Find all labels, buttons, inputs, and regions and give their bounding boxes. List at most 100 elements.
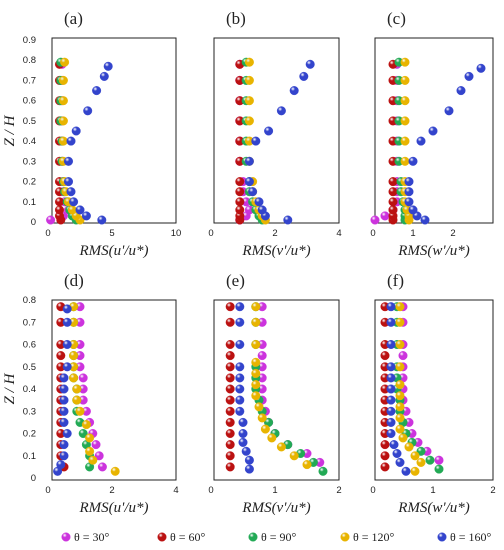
- data-point: [395, 340, 405, 350]
- data-point: [85, 433, 95, 443]
- data-point: [400, 116, 410, 126]
- data-point: [248, 187, 258, 197]
- data-point: [464, 71, 474, 81]
- data-point: [238, 437, 248, 447]
- plot-frame: [374, 37, 494, 224]
- data-point: [244, 57, 254, 67]
- data-point: [46, 215, 56, 225]
- data-point: [386, 362, 396, 372]
- y-tick-label: 0.6: [23, 340, 36, 351]
- data-point: [71, 126, 81, 136]
- data-point: [318, 466, 328, 476]
- series-theta60: [225, 302, 235, 472]
- data-point: [244, 96, 254, 106]
- panel-label: (f): [387, 271, 404, 290]
- series-theta120: [251, 302, 312, 470]
- plot-frame: [213, 37, 340, 224]
- data-point: [75, 406, 85, 416]
- data-point: [388, 197, 398, 207]
- x-axis-label: RMS(v'/u*): [241, 500, 310, 516]
- data-point: [386, 340, 396, 350]
- y-tick-label: 0.5: [23, 362, 36, 373]
- data-point: [62, 340, 72, 350]
- data-point: [225, 451, 235, 461]
- x-tick-label: 4: [336, 228, 341, 239]
- data-point: [225, 440, 235, 450]
- data-point: [62, 362, 72, 372]
- data-point: [395, 402, 405, 412]
- data-point: [388, 177, 398, 187]
- x-tick-label: 0: [370, 228, 375, 239]
- x-tick-label: 2: [490, 485, 495, 496]
- x-tick-label: 5: [109, 228, 114, 239]
- data-point: [103, 61, 113, 71]
- x-tick-label: 1: [410, 228, 415, 239]
- legend-label: θ = 160°: [450, 530, 492, 544]
- data-point: [257, 205, 267, 215]
- data-point: [416, 136, 426, 146]
- data-point: [370, 215, 380, 225]
- data-point: [58, 75, 68, 85]
- data-point: [456, 86, 466, 96]
- data-point: [401, 466, 411, 476]
- y-axis-label: Z / H: [2, 114, 18, 146]
- data-point: [404, 197, 414, 207]
- data-point: [386, 302, 396, 312]
- data-point: [386, 429, 396, 439]
- chart-panel-2: (b) 0 2 4 RMS(v'/u*): [208, 9, 341, 259]
- data-point: [267, 433, 277, 443]
- legend-label: θ = 120°: [353, 530, 395, 544]
- data-point: [62, 304, 72, 314]
- x-tick-label: 0: [370, 485, 375, 496]
- data-point: [257, 413, 267, 423]
- data-point: [289, 451, 299, 461]
- data-point: [55, 205, 65, 215]
- data-point: [404, 177, 414, 187]
- data-point: [388, 187, 398, 197]
- data-point: [110, 466, 120, 476]
- series-theta160: [386, 302, 411, 476]
- data-point: [59, 373, 69, 383]
- y-tick-label: 0.1: [23, 451, 36, 462]
- data-point: [410, 451, 420, 461]
- series-theta160: [235, 302, 254, 474]
- y-tick-label: 0.3: [23, 156, 36, 167]
- x-tick-label: 2: [109, 485, 114, 496]
- data-point: [56, 351, 66, 361]
- legend-label: θ = 60°: [170, 530, 206, 544]
- x-tick-label: 2: [272, 228, 277, 239]
- y-tick-label: 0.2: [23, 429, 36, 440]
- y-tick-label: 0.4: [23, 384, 36, 395]
- plot-frame: [213, 299, 340, 481]
- data-point: [225, 406, 235, 416]
- data-point: [476, 63, 486, 73]
- data-point: [235, 362, 245, 372]
- y-tick-label: 0.7: [23, 75, 36, 86]
- data-point: [235, 177, 245, 187]
- x-tick-label: 2: [450, 228, 455, 239]
- legend-marker: [340, 532, 350, 542]
- data-point: [69, 197, 79, 207]
- data-point: [389, 440, 399, 450]
- legend: θ = 30° θ = 60° θ = 90° θ = 120° θ = 160°: [61, 530, 492, 544]
- data-point: [276, 442, 286, 452]
- data-point: [62, 317, 72, 327]
- data-point: [241, 446, 251, 456]
- y-tick-label: 0.1: [23, 197, 36, 208]
- data-point: [398, 351, 408, 361]
- y-tick-label: 0.4: [23, 136, 36, 147]
- data-point: [63, 156, 73, 166]
- legend-marker: [157, 532, 167, 542]
- data-point: [251, 380, 261, 390]
- data-point: [85, 446, 95, 456]
- data-point: [66, 187, 76, 197]
- chart-panel-6: (f) 0 1 2 RMS(w'/u*): [370, 271, 495, 516]
- data-point: [395, 317, 405, 327]
- data-point: [81, 420, 91, 430]
- data-point: [395, 362, 405, 372]
- data-point: [251, 340, 261, 350]
- data-point: [72, 395, 82, 405]
- panel-label: (d): [64, 271, 84, 290]
- data-point: [386, 417, 396, 427]
- series-theta120: [395, 302, 426, 476]
